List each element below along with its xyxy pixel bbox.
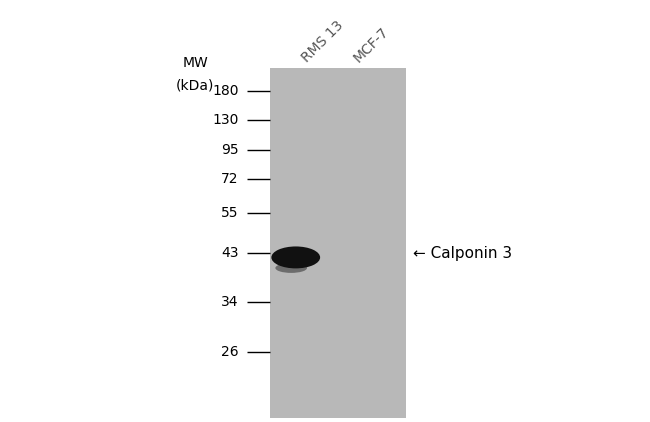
Ellipse shape	[276, 263, 307, 273]
Text: 72: 72	[221, 172, 239, 187]
Text: 180: 180	[212, 84, 239, 98]
Text: MCF-7: MCF-7	[351, 25, 391, 65]
Text: 34: 34	[221, 295, 239, 309]
Text: 130: 130	[212, 113, 239, 127]
Bar	[270, 68, 406, 418]
Ellipse shape	[272, 246, 320, 268]
Text: ← Calponin 3: ← Calponin 3	[413, 246, 512, 261]
Text: 43: 43	[221, 246, 239, 260]
Text: MW: MW	[182, 56, 208, 70]
Text: RMS 13: RMS 13	[299, 19, 346, 65]
Text: 55: 55	[221, 206, 239, 220]
Text: 95: 95	[221, 143, 239, 157]
Text: (kDa): (kDa)	[176, 79, 214, 93]
Text: 26: 26	[221, 345, 239, 360]
